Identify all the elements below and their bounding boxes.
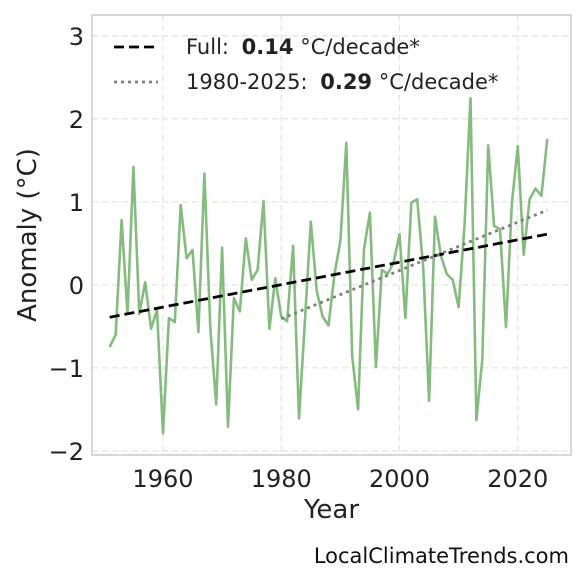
anomaly-series-line bbox=[108, 96, 549, 435]
legend-label-1980-2025: 1980-2025: bbox=[186, 70, 308, 94]
x-tick-label: 2020 bbox=[487, 465, 548, 493]
legend-rate-1980-2025: 0.29 bbox=[320, 70, 372, 94]
y-axis-label: Anomaly (°C) bbox=[13, 148, 43, 322]
legend-unit-full: °C/decade* bbox=[300, 35, 420, 59]
tick-labels: 1960 1980 2000 2020 −2 −1 0 1 2 3 bbox=[49, 23, 549, 493]
plot-area bbox=[91, 14, 572, 456]
series-group bbox=[108, 96, 549, 435]
y-tick-label: 3 bbox=[69, 23, 84, 51]
legend-entry-full: Full: 0.14 °C/decade* bbox=[186, 35, 420, 59]
legend-rate-full: 0.14 bbox=[242, 35, 294, 59]
y-tick-label: −2 bbox=[49, 438, 84, 466]
y-tick-label: 1 bbox=[69, 189, 84, 217]
trend-line-full bbox=[109, 232, 548, 319]
x-tick-label: 1960 bbox=[132, 465, 193, 493]
legend-unit-1980-2025: °C/decade* bbox=[379, 70, 499, 94]
x-tick-label: 1980 bbox=[251, 465, 312, 493]
y-tick-label: 2 bbox=[69, 106, 84, 134]
legend-entry-1980-2025: 1980-2025: 0.29 °C/decade* bbox=[186, 70, 498, 94]
y-tick-label: −1 bbox=[49, 355, 84, 383]
y-tick-label: 0 bbox=[69, 272, 84, 300]
trend-line-1980-2025 bbox=[280, 208, 548, 321]
legend: Full: 0.14 °C/decade* 1980-2025: 0.29 °C… bbox=[114, 35, 498, 94]
watermark-text: LocalClimateTrends.com bbox=[313, 544, 569, 568]
x-tick-label: 2000 bbox=[369, 465, 430, 493]
legend-label-full: Full: bbox=[186, 35, 229, 59]
x-axis-label: Year bbox=[303, 495, 359, 525]
